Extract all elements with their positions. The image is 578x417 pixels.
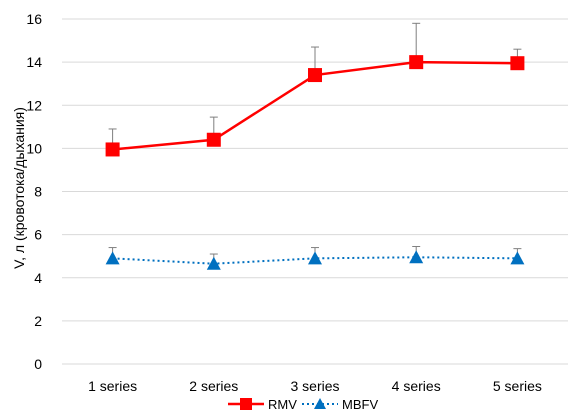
y-tick-label: 8: [34, 184, 42, 200]
legend-mbfv-marker: [314, 398, 326, 409]
x-tick-label: 1 series: [88, 378, 137, 394]
x-tick-label: 4 series: [392, 378, 441, 394]
y-tick-label: 2: [34, 313, 42, 329]
y-tick-label: 10: [26, 140, 42, 156]
legend-rmv-marker: [240, 398, 252, 410]
y-tick-label: 12: [26, 97, 42, 113]
rmv-point: [409, 55, 424, 70]
y-axis-label: V, л (кровотока/дыхания): [11, 107, 27, 269]
y-tick-label: 0: [34, 356, 42, 372]
rmv-point: [206, 132, 221, 147]
y-tick-label: 14: [26, 54, 42, 70]
y-tick-label: 4: [34, 270, 42, 286]
mbfv-point: [105, 251, 120, 265]
mbfv-point: [409, 250, 424, 264]
x-tick-label: 3 series: [290, 378, 339, 394]
x-tick-label: 2 series: [189, 378, 238, 394]
series-markers: [105, 55, 525, 270]
mbfv-point: [308, 251, 322, 265]
series-lines: [112, 60, 518, 265]
legend-rmv-label: RMV: [268, 397, 297, 412]
gridlines: [62, 18, 568, 365]
mbfv-point: [206, 256, 221, 270]
legend-mbfv-label: MBFV: [342, 397, 378, 412]
mbfv-point: [510, 251, 525, 265]
x-axis-ticks: 1 series 2 series 3 series 4 series 5 series: [88, 378, 542, 394]
x-tick-label: 5 series: [493, 378, 542, 394]
y-axis-ticks: 0 2 4 6 8 10 12 14 16: [26, 11, 42, 372]
y-tick-label: 16: [26, 11, 42, 27]
y-tick-label: 6: [34, 227, 42, 243]
rmv-point: [510, 56, 525, 71]
rmv-point: [308, 68, 322, 83]
rmv-point: [105, 142, 120, 157]
legend: RMV MBFV: [228, 397, 378, 412]
